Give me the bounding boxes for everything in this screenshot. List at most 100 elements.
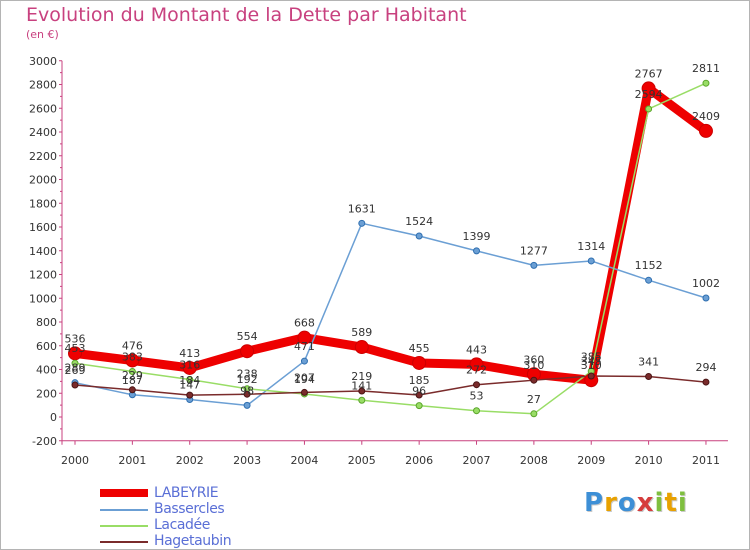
- y-tick-label: 2600: [29, 102, 57, 115]
- legend-label: Lacadée: [154, 517, 210, 533]
- series-line-bassercles: [74, 222, 707, 407]
- data-label: 1524: [405, 215, 433, 228]
- y-tick-label: 1200: [29, 269, 57, 282]
- x-tick-label: 2005: [348, 454, 376, 467]
- data-label: 1631: [348, 202, 376, 215]
- data-point: [354, 340, 369, 355]
- data-point: [243, 401, 251, 409]
- chart-title: Evolution du Montant de la Dette par Hab…: [26, 4, 467, 26]
- data-point: [587, 372, 595, 380]
- chart-unit: (en €): [26, 28, 59, 41]
- data-point: [358, 219, 366, 227]
- legend-label: Bassercles: [154, 501, 225, 517]
- data-label: 554: [237, 330, 258, 343]
- data-point: [240, 344, 255, 359]
- x-tick-label: 2010: [635, 454, 663, 467]
- data-label: 385: [581, 350, 602, 363]
- x-tick-label: 2001: [118, 454, 146, 467]
- data-label: 238: [237, 368, 258, 381]
- y-tick-label: 1000: [29, 292, 57, 305]
- y-tick-label: 0: [50, 411, 57, 424]
- data-point: [641, 81, 656, 96]
- data-label: 413: [179, 347, 200, 360]
- data-label: 1314: [577, 240, 605, 253]
- y-tick-label: 600: [36, 340, 57, 353]
- data-point: [587, 257, 595, 265]
- data-point: [698, 123, 713, 138]
- data-label: 1002: [692, 277, 720, 290]
- data-label: 443: [466, 343, 487, 356]
- data-point: [645, 105, 653, 113]
- logo-letter: i: [677, 488, 688, 518]
- logo-letter: t: [664, 488, 678, 518]
- data-label: 2767: [635, 67, 663, 80]
- data-label: 453: [65, 342, 86, 355]
- data-label: 383: [122, 351, 143, 364]
- data-label: 345: [581, 355, 602, 368]
- data-point: [125, 353, 140, 368]
- logo-letter: x: [636, 488, 655, 518]
- data-label: 194: [294, 373, 315, 386]
- data-point: [473, 381, 481, 389]
- data-label: 1277: [520, 244, 548, 257]
- data-point: [702, 79, 710, 87]
- data-label: 185: [409, 374, 430, 387]
- data-label: 2409: [692, 110, 720, 123]
- data-point: [128, 368, 136, 376]
- data-label: 310: [523, 359, 544, 372]
- y-tick-label: 2200: [29, 150, 57, 163]
- data-label: 96: [412, 385, 426, 398]
- y-tick-label: 2800: [29, 79, 57, 92]
- data-label: 27: [527, 393, 541, 406]
- data-point: [182, 360, 197, 375]
- data-label: 219: [351, 370, 372, 383]
- data-label: 1152: [635, 259, 663, 272]
- legend-swatch: [100, 509, 148, 511]
- data-point: [415, 391, 423, 399]
- legend-label: LABEYRIE: [154, 485, 219, 501]
- data-label: 147: [179, 379, 200, 392]
- data-label: 668: [294, 317, 315, 330]
- data-point: [186, 391, 194, 399]
- y-tick-label: 2400: [29, 126, 57, 139]
- data-point: [297, 330, 312, 345]
- data-point: [300, 388, 308, 396]
- data-label: 536: [65, 332, 86, 345]
- data-point: [415, 402, 423, 410]
- data-label: 2594: [635, 88, 663, 101]
- y-tick-label: 1600: [29, 221, 57, 234]
- x-tick-label: 2002: [176, 454, 204, 467]
- data-point: [473, 407, 481, 415]
- data-label: 98: [240, 384, 254, 397]
- data-label: 589: [351, 326, 372, 339]
- data-label: 53: [470, 390, 484, 403]
- x-tick-label: 2004: [290, 454, 318, 467]
- x-tick-label: 2006: [405, 454, 433, 467]
- data-point: [243, 390, 251, 398]
- logo-letter: P: [584, 488, 605, 518]
- data-point: [530, 261, 538, 269]
- data-label: 187: [122, 374, 143, 387]
- data-label: 272: [466, 364, 487, 377]
- proxiti-logo: Proxiti: [584, 488, 688, 518]
- x-tick-label: 2009: [577, 454, 605, 467]
- x-tick-label: 2007: [463, 454, 491, 467]
- y-tick-label: 800: [36, 316, 57, 329]
- y-tick-label: 400: [36, 364, 57, 377]
- data-point: [358, 387, 366, 395]
- data-point: [186, 375, 194, 383]
- x-tick-label: 2011: [692, 454, 720, 467]
- data-label: 289: [65, 362, 86, 375]
- data-point: [645, 276, 653, 284]
- series-line-lacadée: [74, 82, 707, 415]
- y-tick-label: 200: [36, 387, 57, 400]
- data-label: 207: [294, 371, 315, 384]
- data-point: [415, 232, 423, 240]
- data-point: [469, 357, 484, 372]
- data-point: [71, 359, 79, 367]
- data-label: 1399: [463, 230, 491, 243]
- data-label: 316: [179, 358, 200, 371]
- data-point: [702, 378, 710, 386]
- data-point: [702, 294, 710, 302]
